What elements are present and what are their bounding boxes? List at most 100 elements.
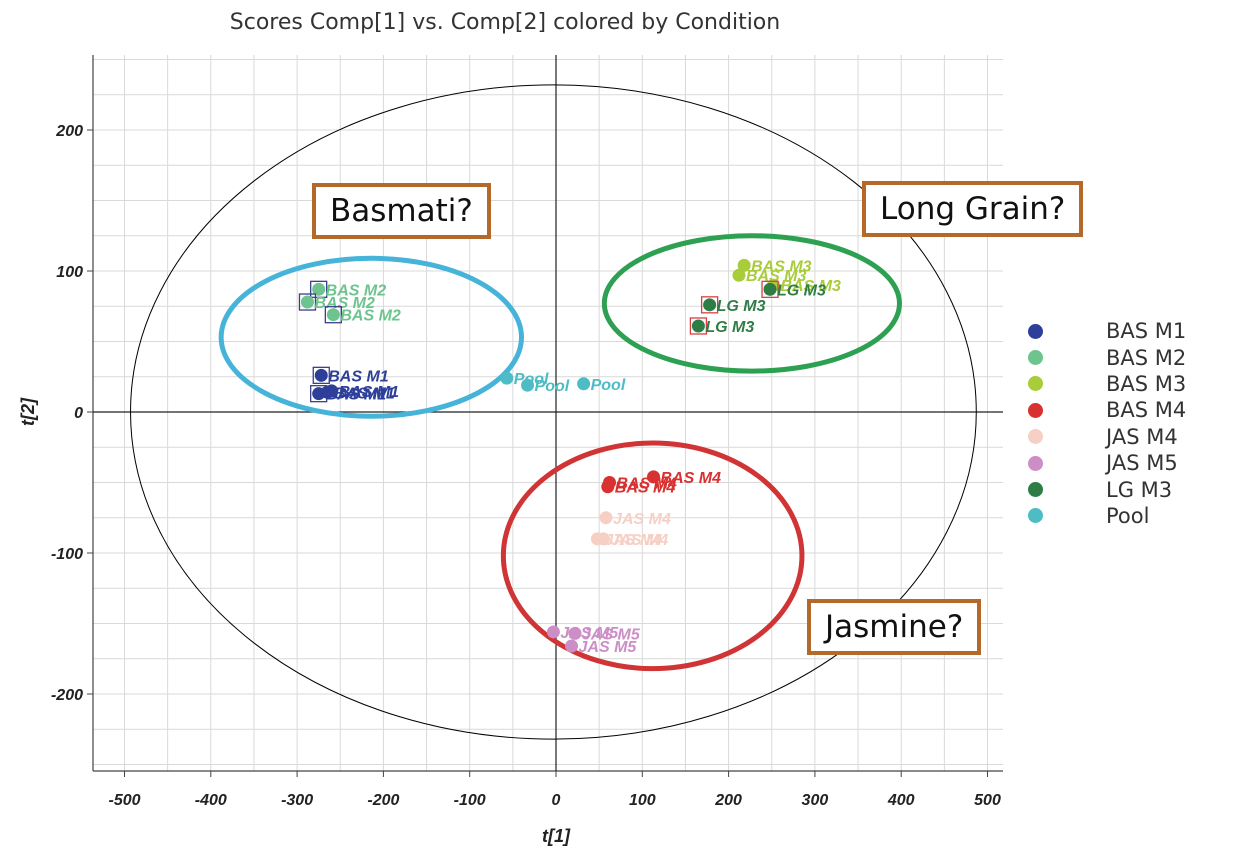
legend-swatch — [1028, 350, 1043, 366]
group-ellipse — [218, 255, 524, 419]
data-point — [703, 298, 717, 312]
legend-swatch — [1028, 455, 1043, 471]
y-tick-label: 200 — [55, 123, 83, 140]
group-ellipses — [218, 233, 902, 672]
legend-swatch — [1028, 376, 1043, 392]
point-marker-box — [700, 296, 719, 314]
legend-item: LG M3 — [1028, 476, 1186, 502]
data-point-label: BAS M1 — [334, 385, 395, 402]
legend-item: BAS M4 — [1028, 397, 1186, 423]
data-point-label: JAS M4 — [604, 532, 662, 549]
data-point — [599, 511, 613, 525]
data-point-label: JAS M4 — [610, 532, 668, 549]
legend-swatch — [1028, 323, 1043, 339]
chart-title: Scores Comp[1] vs. Comp[2] colored by Co… — [229, 10, 781, 35]
x-axis-label: t[1] — [542, 826, 571, 846]
legend-item: BAS M3 — [1028, 371, 1186, 397]
data-point — [763, 282, 777, 296]
data-point — [565, 639, 579, 653]
legend-swatch — [1028, 402, 1043, 418]
data-point-label: LG M3 — [705, 319, 754, 336]
y-tick-label: -100 — [51, 546, 83, 563]
data-point — [546, 625, 560, 639]
group-annotation-box: Basmati? — [312, 183, 491, 239]
data-point — [500, 371, 514, 385]
data-point-label: LG M3 — [717, 298, 766, 315]
data-point-label: BAS M1 — [326, 387, 387, 404]
data-point-label: JAS M4 — [613, 511, 671, 528]
data-point-label: BAS M3 — [751, 258, 812, 275]
data-point — [312, 282, 326, 296]
data-point — [647, 470, 661, 484]
legend-swatch — [1028, 429, 1043, 445]
hotelling-ellipse — [130, 84, 977, 740]
legend-item: Pool — [1028, 503, 1186, 529]
y-axis-label: t[2] — [18, 397, 38, 426]
data-point — [568, 626, 582, 640]
point-marker-box — [761, 280, 779, 298]
confidence-ellipse — [130, 84, 977, 740]
x-tick-label: 400 — [887, 792, 915, 809]
data-point — [326, 308, 340, 322]
legend-label: Pool — [1106, 503, 1150, 528]
group-annotation-box: Jasmine? — [807, 599, 982, 655]
point-marker-box — [310, 280, 328, 298]
legend-item: BAS M1 — [1028, 318, 1186, 344]
data-point — [691, 319, 705, 333]
data-point — [732, 268, 746, 282]
x-tick-label: 100 — [629, 792, 656, 809]
y-tick-label: 0 — [74, 405, 83, 422]
x-tick-label: -400 — [195, 792, 227, 809]
group-ellipse — [601, 233, 902, 374]
data-point-label: Pool — [535, 378, 570, 395]
legend-label: BAS M2 — [1106, 345, 1187, 370]
data-point-label: BAS M3 — [746, 268, 807, 285]
legend-label: JAS M5 — [1106, 451, 1178, 476]
legend-label: BAS M3 — [1106, 371, 1187, 396]
x-tick-label: 300 — [802, 792, 829, 809]
data-point-label: BAS M4 — [615, 480, 676, 497]
data-point-label: BAS M4 — [661, 470, 722, 487]
data-point-label: JAS M5 — [579, 639, 638, 656]
data-point-label: BAS M2 — [314, 295, 375, 312]
group-annotation-box: Long Grain? — [862, 181, 1084, 237]
data-point — [601, 480, 615, 494]
point-marker-box — [312, 366, 330, 384]
y-tick-label: 100 — [56, 264, 83, 281]
legend-swatch — [1028, 482, 1043, 498]
data-point-label: BAS M3 — [780, 278, 841, 295]
x-tick-label: -500 — [108, 792, 140, 809]
legend-item: JAS M4 — [1028, 424, 1186, 450]
data-point — [596, 532, 610, 546]
data-point-label: LG M3 — [777, 282, 826, 299]
data-point — [737, 258, 751, 272]
data-point-label: BAS M2 — [340, 308, 401, 325]
data-point-label: Pool — [591, 377, 626, 394]
grid — [93, 55, 1003, 771]
group-ellipse — [500, 440, 805, 672]
legend-item: BAS M2 — [1028, 344, 1186, 370]
legend-label: BAS M4 — [1106, 398, 1187, 423]
data-point-label: BAS M2 — [326, 282, 387, 299]
data-point-label: BAS M1 — [328, 368, 389, 385]
point-marker-box — [298, 293, 317, 311]
x-tick-label: 0 — [552, 792, 561, 809]
data-point — [320, 385, 334, 399]
x-tick-label: 500 — [974, 792, 1001, 809]
point-marker-box — [324, 306, 342, 324]
data-point-label: BAS M1 — [339, 384, 400, 401]
legend-label: BAS M1 — [1106, 319, 1187, 344]
legend-label: JAS M4 — [1106, 424, 1178, 449]
data-point — [577, 377, 591, 391]
data-point — [300, 295, 314, 309]
x-tick-label: -100 — [454, 792, 486, 809]
legend-swatch — [1028, 508, 1043, 524]
x-tick-label: -200 — [367, 792, 399, 809]
legend-item: JAS M5 — [1028, 450, 1186, 476]
data-point — [521, 378, 535, 392]
legend: BAS M1 BAS M2 BAS M3 BAS M4 JAS M4 JAS M5 LG M… — [1028, 318, 1186, 529]
plot-frame — [92, 55, 1003, 772]
x-tick-label: -300 — [281, 792, 313, 809]
data-point-label: JAS M5 — [582, 626, 641, 643]
